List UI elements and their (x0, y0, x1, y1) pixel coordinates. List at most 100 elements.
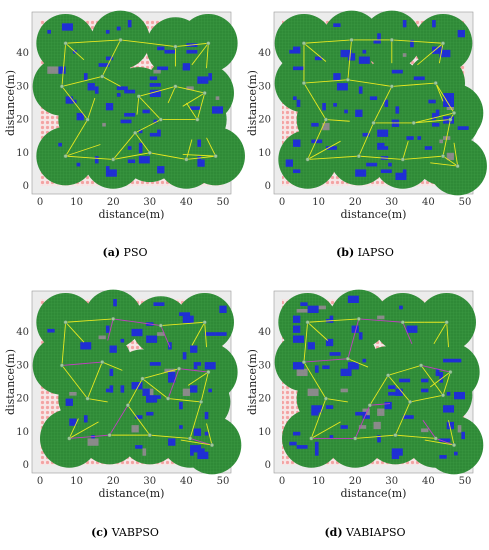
overlap-cell (190, 106, 202, 110)
voronoi-edge (138, 90, 158, 97)
panel-a: 0 10 20 30 40 50 0 10 20 30 40 distance(m) distance(… (4, 10, 245, 259)
sensor-node (173, 44, 178, 49)
voronoi-edge (307, 321, 329, 341)
voronoi-edge (138, 419, 151, 436)
voronoi-edge (147, 119, 161, 127)
voronoi-edge (307, 139, 318, 160)
voronoi-edge (362, 405, 371, 423)
overlap-cell (164, 368, 176, 373)
overlap-cell (322, 122, 330, 131)
overlap-cell (439, 438, 451, 443)
overlap-cell (157, 66, 169, 71)
overlap-cell (124, 89, 136, 94)
sensor-node (400, 320, 405, 325)
voronoi-edge (69, 421, 99, 439)
overlap-cell (179, 401, 183, 410)
voronoi-edge (149, 107, 162, 120)
overlap-cell (358, 56, 370, 64)
sensor-node (323, 117, 328, 122)
sensor-node (195, 117, 200, 122)
overlap-cell (58, 66, 66, 74)
voronoi-edge (310, 418, 320, 439)
overlap-cell (204, 431, 209, 436)
overlap-cell (190, 345, 198, 353)
voronoi-edge (160, 323, 183, 327)
voronoi-edge (89, 157, 114, 160)
voronoi-edge (318, 398, 327, 419)
panel-caption-text: VABIAPSO (343, 526, 406, 539)
overlap-cell (193, 428, 202, 436)
overlap-cell (179, 312, 191, 316)
voronoi-edge (365, 122, 374, 140)
voronoi-edge (175, 44, 192, 48)
voronoi-edge (325, 79, 348, 82)
y-tick-label: 30 (258, 81, 271, 92)
overlap-cell (410, 39, 414, 48)
voronoi-edge (354, 421, 363, 439)
voronoi-edge (311, 421, 341, 439)
overlap-cell (138, 156, 150, 164)
voronoi-edge (347, 338, 354, 359)
overlap-cell (377, 408, 385, 416)
voronoi-edge (369, 403, 391, 406)
voronoi-edge (65, 321, 85, 343)
voronoi-edge (74, 381, 88, 399)
voronoi-edge (398, 388, 411, 403)
overlap-cell (212, 106, 223, 114)
voronoi-edge (333, 155, 359, 159)
voronoi-edge (118, 405, 129, 421)
voronoi-edge (82, 361, 103, 365)
overlap-cell (362, 132, 370, 137)
y-tick-label: 40 (16, 327, 29, 338)
voronoi-edge (442, 137, 448, 157)
voronoi-edge (442, 383, 448, 396)
overlap-cell (120, 119, 132, 124)
sensor-node (111, 316, 116, 321)
sensor-node (408, 399, 413, 404)
voronoi-edge (61, 64, 65, 87)
overlap-cell (61, 23, 73, 31)
overlap-cell (182, 315, 194, 323)
overlap-cell (215, 332, 227, 336)
y-tick-label: 10 (258, 427, 271, 438)
sensor-node (85, 117, 90, 122)
overlap-cell (138, 129, 143, 134)
sensor-node (111, 157, 116, 162)
sensor-node (419, 363, 424, 368)
sensor-node (389, 84, 394, 89)
overlap-cell (131, 425, 139, 433)
overlap-cell (388, 162, 392, 167)
sensor-node (367, 403, 372, 408)
voronoi-edge (200, 386, 206, 403)
voronoi-edges (61, 39, 217, 160)
x-axis-title: distance(m) (99, 208, 165, 221)
overlap-cell (47, 29, 51, 34)
overlap-cell (98, 63, 110, 67)
sensor-node (173, 84, 178, 89)
overlap-cell (105, 103, 114, 111)
y-tick-label: 20 (258, 115, 271, 126)
voronoi-edge (173, 368, 180, 384)
overlap-cell (358, 425, 367, 429)
voronoi-edge (352, 318, 360, 339)
overlap-cell (443, 405, 455, 413)
overlap-cell (127, 20, 132, 28)
sensor-node (301, 81, 306, 86)
x-tick-label: 40 (422, 197, 435, 208)
sensor-node (199, 399, 204, 404)
voronoi-edge (433, 322, 448, 345)
x-tick-label: 50 (217, 197, 230, 208)
voronoi-edge (380, 320, 403, 323)
sensor-node (158, 323, 163, 328)
sensor-node (158, 117, 163, 122)
voronoi-edge (417, 41, 444, 44)
voronoi-edge (160, 368, 180, 375)
voronoi-edge (63, 43, 67, 65)
overlap-cell (168, 372, 176, 380)
overlap-cell (366, 162, 378, 167)
overlap-cell (135, 445, 143, 449)
voronoi-edge (369, 82, 392, 87)
panel-caption: (d) VABIAPSO (324, 526, 405, 539)
y-tick-label: 10 (16, 427, 29, 438)
sensor-node (202, 320, 207, 325)
